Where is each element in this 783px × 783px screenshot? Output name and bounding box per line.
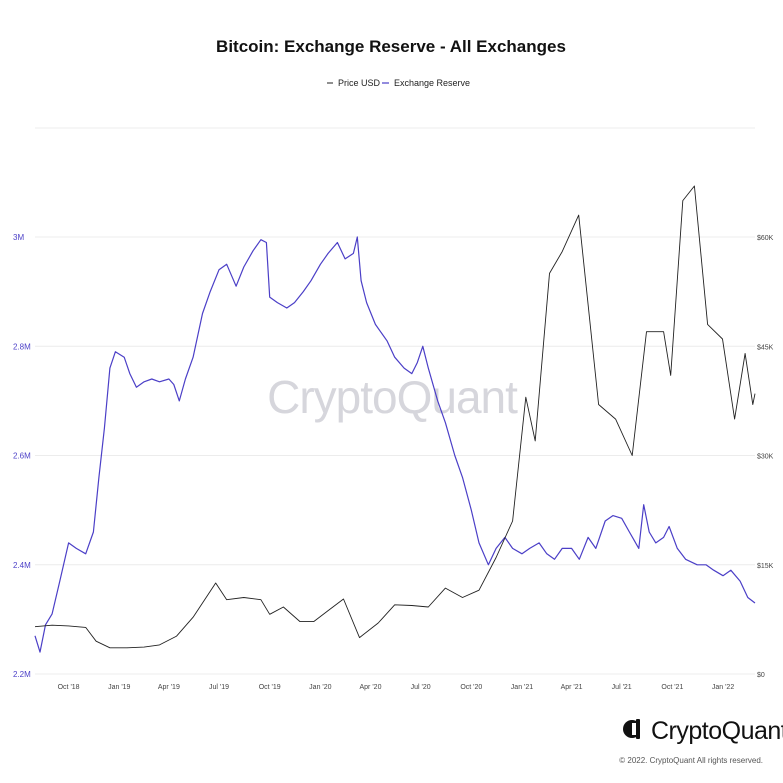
x-tick-8: Oct '20 (460, 684, 482, 691)
series-line-exchange-reserve (34, 236, 756, 653)
x-tick-1: Jan '19 (108, 684, 130, 691)
x-tick-7: Jul '20 (411, 684, 431, 691)
brand-name: CryptoQuant (651, 717, 783, 745)
y-left-tick-3: 2.8M (13, 342, 31, 351)
x-tick-3: Jul '19 (209, 684, 229, 691)
series-line-price-usd (34, 185, 756, 649)
x-tick-10: Apr '21 (561, 684, 583, 691)
legend-label-price: Price USD (338, 78, 381, 88)
series-lines (34, 185, 756, 653)
brand-footer: CryptoQuant © 2022. CryptoQuant All righ… (619, 717, 783, 765)
x-tick-2: Apr '19 (158, 684, 180, 691)
legend-item-reserve[interactable]: Exchange Reserve (382, 78, 470, 88)
watermark: CryptoQuant (267, 371, 518, 423)
x-tick-9: Jan '21 (511, 684, 533, 691)
legend: Price USD Exchange Reserve (327, 78, 470, 88)
x-tick-5: Jan '20 (309, 684, 331, 691)
copyright: © 2022. CryptoQuant All rights reserved. (619, 756, 763, 765)
y-left-tick-1: 2.4M (13, 561, 31, 570)
x-tick-6: Apr '20 (360, 684, 382, 691)
legend-label-reserve: Exchange Reserve (394, 78, 470, 88)
y-left-tick-4: 3M (13, 233, 24, 242)
y-left-tick-0: 2.2M (13, 670, 31, 679)
x-tick-12: Oct '21 (661, 684, 683, 691)
x-tick-4: Oct '19 (259, 684, 281, 691)
y-right-tick-0: $0 (757, 672, 765, 679)
axes: 2.2M 2.4M 2.6M 2.8M 3M $0 $15K $30K $45K $60K Oct … (13, 233, 774, 691)
chart-title: Bitcoin: Exchange Reserve - All Exchange… (216, 37, 566, 56)
legend-item-price[interactable]: Price USD (327, 78, 381, 88)
y-right-tick-4: $60K (757, 235, 774, 242)
x-tick-0: Oct '18 (58, 684, 80, 691)
x-tick-11: Jul '21 (612, 684, 632, 691)
gridlines (35, 236, 755, 675)
y-right-tick-2: $30K (757, 454, 774, 461)
y-left-tick-2: 2.6M (13, 452, 31, 461)
y-right-tick-3: $45K (757, 344, 774, 351)
brand-logo-icon (623, 719, 641, 739)
x-tick-13: Jan '22 (712, 684, 734, 691)
y-right-tick-1: $15K (757, 563, 774, 570)
